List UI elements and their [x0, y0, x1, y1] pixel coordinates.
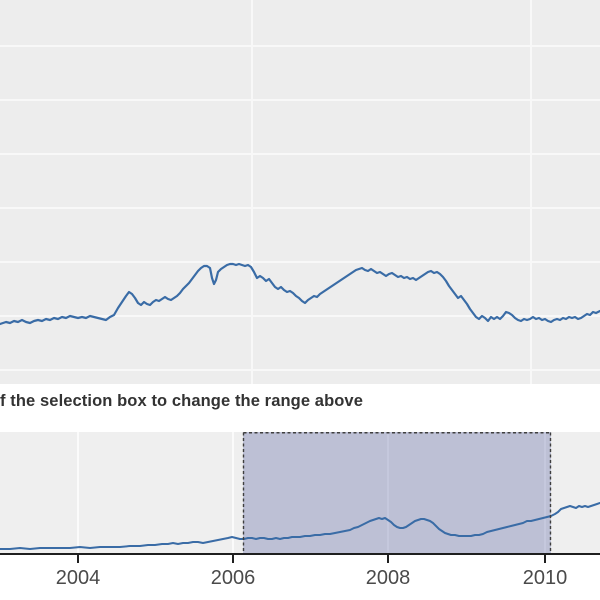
- instruction-caption: f the selection box to change the range …: [0, 392, 363, 410]
- x-axis-tick-label: 2010: [523, 567, 568, 589]
- x-axis-tick-label: 2008: [366, 567, 411, 589]
- main-chart: [0, 0, 600, 384]
- context-chart[interactable]: 2004 2006 2008 2010: [0, 432, 600, 600]
- context-panel-bg: [0, 432, 600, 553]
- x-axis-tick-label: 2004: [56, 567, 101, 589]
- main-panel-bg: [0, 0, 600, 384]
- context-chart-canvas[interactable]: 2004 2006 2008 2010: [0, 432, 600, 600]
- main-chart-canvas: [0, 0, 600, 384]
- brush-selection[interactable]: [243, 432, 551, 553]
- context-series-line: [0, 502, 600, 550]
- x-axis-tick-label: 2006: [211, 567, 256, 589]
- main-series-line: [0, 262, 600, 326]
